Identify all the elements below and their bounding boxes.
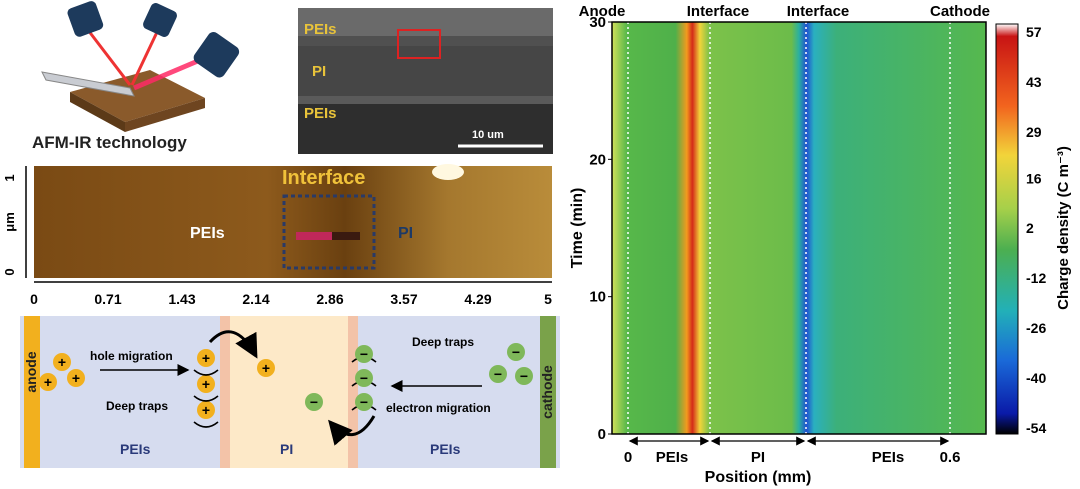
afm-interface-label: Interface xyxy=(282,167,365,189)
afm-y-tick-0: 0 xyxy=(2,268,17,275)
top-label-anode: Anode xyxy=(579,3,626,20)
hole-plus: + xyxy=(72,370,80,386)
colorbar-tick-label: 57 xyxy=(1026,24,1042,40)
hole-migration-label: hole migration xyxy=(90,349,173,363)
afm-ir-illustration: AFM-IR technology xyxy=(32,1,240,152)
heatmap-x-axis-label: Position (mm) xyxy=(705,469,812,486)
afm-x-tick: 3.57 xyxy=(390,291,417,307)
charge-density-heatmap: Anode Interface Interface Cathode 010203… xyxy=(569,3,1072,486)
electron-migration-label: electron migration xyxy=(386,401,491,415)
region-label-pi: PI xyxy=(751,449,765,466)
hole-plus: + xyxy=(44,374,52,390)
colorbar xyxy=(995,23,1019,435)
sem-roi-box xyxy=(397,29,441,59)
sem-image: PEIs PI PEIs 10 um xyxy=(298,8,553,154)
y-tick-label: 0 xyxy=(598,426,606,443)
hole-plus: + xyxy=(202,402,210,418)
electron-minus: − xyxy=(512,344,520,360)
hole-plus: + xyxy=(202,350,210,366)
afm-peis-label: PEIs xyxy=(190,225,225,242)
electron-charges xyxy=(305,343,533,411)
heatmap-y-axis-label: Time (min) xyxy=(569,188,586,269)
colorbar-tick-label: 43 xyxy=(1026,74,1042,90)
afm-ir-caption: AFM-IR technology xyxy=(32,133,187,152)
hole-plus: + xyxy=(262,360,270,376)
afm-x-tick: 0.71 xyxy=(94,291,121,307)
x-tick-0-6: 0.6 xyxy=(940,449,961,466)
top-label-cathode: Cathode xyxy=(930,3,990,20)
top-label-interface-2: Interface xyxy=(787,3,850,20)
afm-x-ticks: 0 0.71 1.43 2.14 2.86 3.57 4.29 5 xyxy=(30,291,552,307)
afm-scan-image xyxy=(34,166,552,278)
region-label-peis-right: PEIs xyxy=(872,449,905,466)
colorbar-tick-label: 16 xyxy=(1026,170,1042,186)
afm-y-axis-label: μm xyxy=(2,212,17,232)
sem-label-peis-bot: PEIs xyxy=(304,105,337,122)
heatmap-field xyxy=(612,22,986,434)
x-tick-0: 0 xyxy=(624,449,632,466)
colorbar-tick-label: -40 xyxy=(1026,370,1046,386)
electron-minus: − xyxy=(310,394,318,410)
region-left-label: PEIs xyxy=(120,441,151,457)
colorbar-label: Charge density (C m⁻³) xyxy=(1055,146,1072,310)
colorbar-tick-label: 29 xyxy=(1026,124,1042,140)
sem-scale-label: 10 um xyxy=(472,129,504,141)
electron-minus: − xyxy=(360,346,368,362)
region-mid-label: PI xyxy=(280,441,293,457)
afm-x-tick: 0 xyxy=(30,291,38,307)
colorbar-tick-label: 2 xyxy=(1026,220,1034,236)
y-tick-label: 30 xyxy=(589,14,606,31)
y-tick-label: 20 xyxy=(589,151,606,168)
region-right-label: PEIs xyxy=(430,441,461,457)
colorbar-tick-label: -12 xyxy=(1026,270,1046,286)
sem-label-pi: PI xyxy=(312,63,326,80)
anode-bar xyxy=(24,316,40,468)
cathode-label: cathode xyxy=(539,365,555,419)
heatmap-y-ticks: 0 10 20 30 xyxy=(589,14,612,443)
hole-plus: + xyxy=(58,354,66,370)
anode-label: anode xyxy=(23,351,39,392)
electron-minus: − xyxy=(494,366,502,382)
y-tick-label: 10 xyxy=(589,289,606,306)
deep-traps-left-label: Deep traps xyxy=(106,399,168,413)
region-label-peis-left: PEIs xyxy=(656,449,689,466)
cathode-bar xyxy=(540,316,556,468)
electron-minus: − xyxy=(360,394,368,410)
interface-dashed-box xyxy=(282,194,376,270)
hole-charges xyxy=(39,349,275,419)
afm-x-tick: 5 xyxy=(544,291,552,307)
top-label-interface-1: Interface xyxy=(687,3,750,20)
afm-y-tick-1: 1 xyxy=(2,174,17,181)
sem-label-peis-top: PEIs xyxy=(304,21,337,38)
hole-plus: + xyxy=(202,376,210,392)
charge-schematic: anode cathode + + + + + + + − − − − − − … xyxy=(20,316,560,468)
afm-x-tick: 1.43 xyxy=(168,291,195,307)
deep-traps-right-label: Deep traps xyxy=(412,335,474,349)
afm-x-tick: 2.14 xyxy=(242,291,269,307)
electron-minus: − xyxy=(360,370,368,386)
colorbar-tick-label: -54 xyxy=(1026,420,1046,436)
afm-scan-panel: Interface PEIs PI 1 μm 0 0 0.71 1.43 2.1… xyxy=(2,164,552,307)
colorbar-tick-label: -26 xyxy=(1026,320,1046,336)
afm-x-tick: 2.86 xyxy=(316,291,343,307)
electron-minus: − xyxy=(520,368,528,384)
colorbar-ticks: 57 43 29 16 2 -12 -26 -40 -54 xyxy=(1026,24,1046,436)
afm-pi-label: PI xyxy=(398,225,413,242)
afm-x-tick: 4.29 xyxy=(464,291,491,307)
